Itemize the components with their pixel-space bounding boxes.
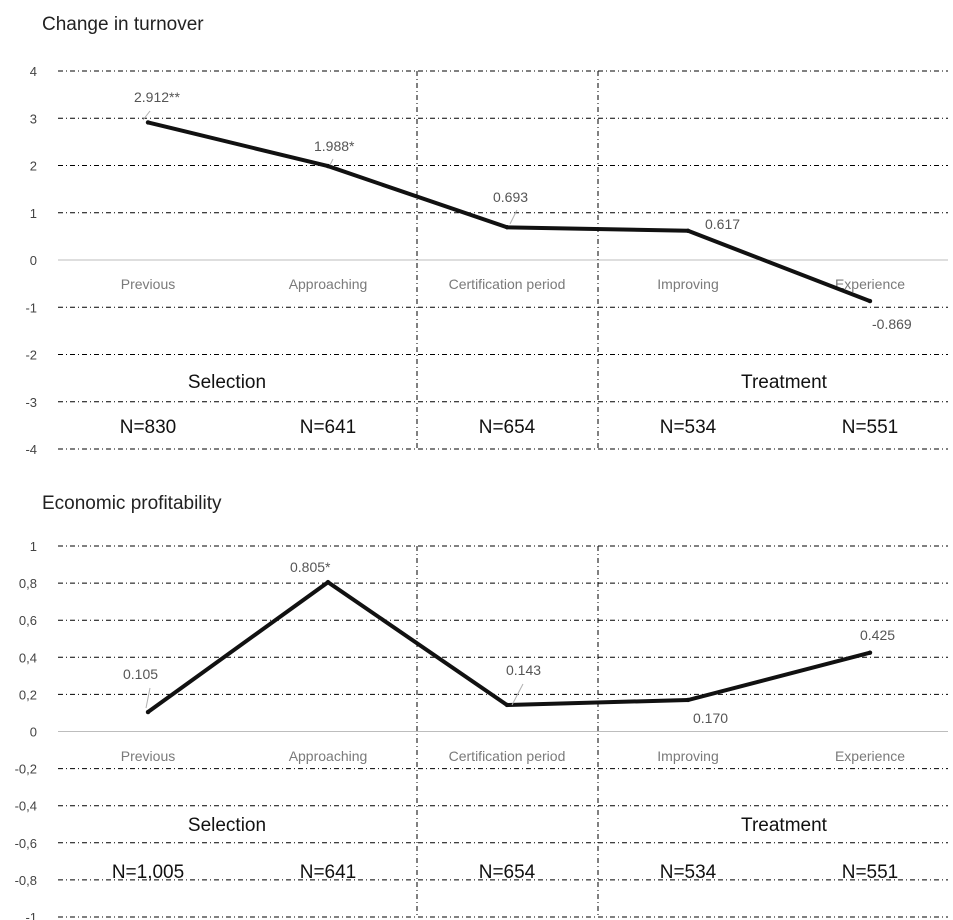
y-tick-label: -1 <box>25 300 37 315</box>
y-tick-label: 0 <box>30 253 37 268</box>
data-label: 0.143 <box>506 662 541 678</box>
category-label: Certification period <box>449 276 566 292</box>
data-label: -0.869 <box>872 316 912 332</box>
y-tick-label: 3 <box>30 111 37 126</box>
profitability-chart-title: Economic profitability <box>42 493 222 514</box>
y-tick-label: -0,4 <box>15 799 37 814</box>
y-tick-label: -0,6 <box>15 836 37 851</box>
y-tick-label: -0,8 <box>15 873 37 888</box>
category-label: Approaching <box>289 276 368 292</box>
category-label: Experience <box>835 276 905 292</box>
data-label: 0.105 <box>123 666 158 682</box>
data-point <box>145 709 151 715</box>
turnover-gridlines <box>58 70 948 450</box>
profitability-series <box>145 579 873 715</box>
sample-size-label: N=534 <box>660 862 717 883</box>
data-point <box>325 163 331 169</box>
data-label: 0.425 <box>860 627 895 643</box>
sample-size-label: N=830 <box>120 417 177 438</box>
series-line <box>146 579 871 714</box>
y-tick-label: 0 <box>30 725 37 740</box>
sample-size-label: N=1,005 <box>112 862 184 883</box>
category-label: Previous <box>121 748 175 764</box>
y-tick-label: 0,8 <box>19 576 37 591</box>
data-label: 2.912** <box>134 89 180 105</box>
sample-size-label: N=551 <box>842 417 899 438</box>
label-leader-line <box>329 158 334 166</box>
y-tick-label: 4 <box>30 64 37 79</box>
turnover-group-selection: Selection <box>188 372 266 393</box>
turnover-series <box>145 120 873 304</box>
sample-size-label: N=551 <box>842 862 899 883</box>
category-label: Improving <box>657 748 718 764</box>
profitability-sample-sizes: N=1,005 N=641 N=654 N=534 N=551 <box>112 862 898 883</box>
series-line <box>147 120 871 303</box>
data-point <box>145 120 151 125</box>
data-point <box>504 225 510 230</box>
data-point <box>867 650 873 655</box>
turnover-y-axis: 4 3 2 1 0 -1 -2 -3 -4 <box>25 64 37 457</box>
turnover-period-dividers <box>416 71 599 449</box>
sample-size-label: N=534 <box>660 417 717 438</box>
sample-size-label: N=641 <box>300 417 357 438</box>
data-point <box>685 228 691 234</box>
label-leader-line <box>509 209 518 225</box>
profitability-chart: Economic profitability 1 0,8 0,6 0,4 0,2 0 -0,… <box>15 493 948 920</box>
profitability-period-dividers <box>416 546 599 917</box>
turnover-category-labels: Previous Approaching Certification period I… <box>121 276 905 292</box>
y-tick-label: 2 <box>30 159 37 174</box>
label-leader-line <box>145 687 151 709</box>
profitability-gridlines <box>58 545 948 918</box>
data-label: 0.805* <box>290 559 331 575</box>
y-tick-label: -2 <box>25 348 37 363</box>
profitability-group-treatment: Treatment <box>741 815 828 836</box>
y-tick-label: 0,2 <box>19 687 37 702</box>
profitability-data-labels: 0.105 0.805* 0.143 0.170 0.425 <box>123 559 895 726</box>
y-tick-label: 0,4 <box>19 650 37 665</box>
y-tick-label: 1 <box>30 206 37 221</box>
data-label: 0.693 <box>493 189 528 205</box>
category-label: Previous <box>121 276 175 292</box>
category-label: Approaching <box>289 748 368 764</box>
data-label: 0.170 <box>693 710 728 726</box>
turnover-group-treatment: Treatment <box>741 372 828 393</box>
data-point <box>685 697 691 703</box>
category-label: Improving <box>657 276 718 292</box>
data-label: 0.617 <box>705 216 740 232</box>
profitability-category-labels: Previous Approaching Certification period I… <box>121 748 905 764</box>
y-tick-label: 1 <box>30 539 37 554</box>
profitability-group-selection: Selection <box>188 815 266 836</box>
data-point <box>867 298 873 304</box>
profitability-y-axis: 1 0,8 0,6 0,4 0,2 0 -0,2 -0,4 -0,6 -0,8 -1 <box>15 539 37 920</box>
y-tick-label: -1 <box>25 910 37 920</box>
turnover-chart-title: Change in turnover <box>42 14 204 35</box>
y-tick-label: -4 <box>25 442 37 457</box>
data-point <box>504 702 510 708</box>
sample-size-label: N=654 <box>479 417 536 438</box>
y-tick-label: -0,2 <box>15 762 37 777</box>
label-leader-line <box>511 683 524 706</box>
sample-size-label: N=641 <box>300 862 357 883</box>
data-label: 1.988* <box>314 138 355 154</box>
category-label: Experience <box>835 748 905 764</box>
y-tick-label: -3 <box>25 395 37 410</box>
label-leader-line <box>142 110 151 121</box>
turnover-sample-sizes: N=830 N=641 N=654 N=534 N=551 <box>120 417 899 438</box>
turnover-data-labels: 2.912** 1.988* 0.693 0.617 -0.869 <box>134 89 912 332</box>
turnover-chart: Change in turnover 4 3 2 1 0 -1 -2 -3 -4 Previou… <box>25 14 948 457</box>
data-point <box>325 579 331 585</box>
category-label: Certification period <box>449 748 566 764</box>
y-tick-label: 0,6 <box>19 613 37 628</box>
sample-size-label: N=654 <box>479 862 536 883</box>
